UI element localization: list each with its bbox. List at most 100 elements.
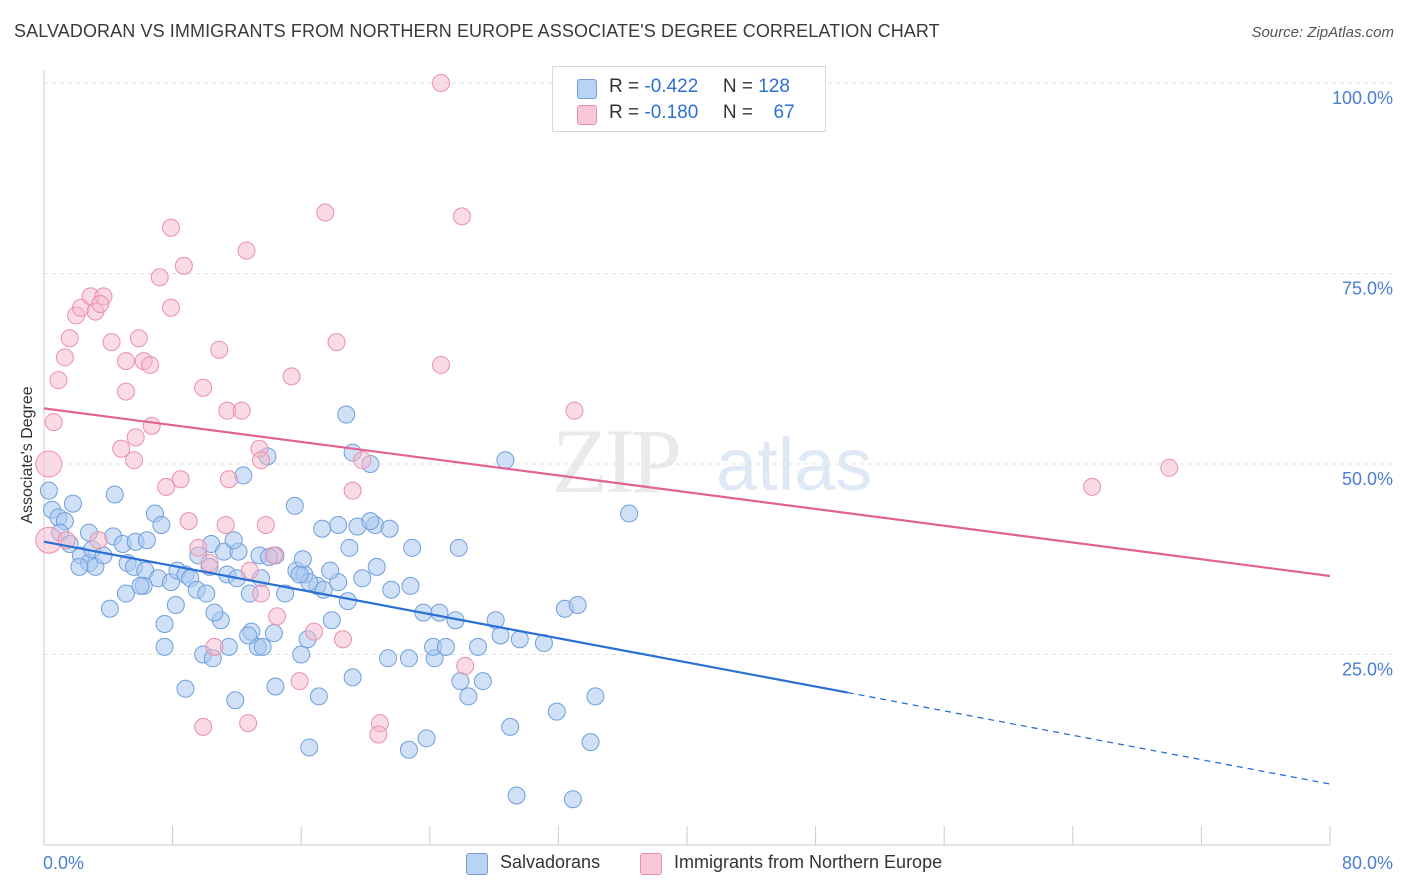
immigrants-point	[327, 333, 346, 352]
salvadorans-point	[380, 519, 399, 538]
salvadorans-point	[367, 557, 386, 576]
bottom-legend-swatch-blue	[466, 853, 488, 875]
immigrants-point	[129, 329, 148, 348]
immigrants-point	[179, 512, 198, 531]
chart-title: SALVADORAN VS IMMIGRANTS FROM NORTHERN E…	[14, 21, 940, 41]
source-label: Source: ZipAtlas.com	[1251, 24, 1394, 41]
immigrants-point	[353, 451, 372, 470]
legend-swatch-blue	[577, 79, 597, 99]
legend-n-label: N =	[722, 76, 753, 97]
salvadorans-point	[343, 668, 362, 687]
legend-text-immigrants: R = -0.180 N = 67	[609, 102, 795, 124]
correlation-legend: R = -0.422 N = 128 R = -0.180 N = 67	[552, 66, 826, 132]
immigrants-point	[171, 470, 190, 489]
legend-n-value: 67	[773, 102, 795, 123]
salvadorans-point	[449, 538, 468, 557]
immigrants-point	[239, 714, 258, 733]
salvadorans-point	[292, 645, 311, 664]
salvadorans-point	[39, 481, 58, 500]
legend-r-value: -0.422	[644, 76, 699, 97]
immigrants-point	[161, 218, 180, 237]
immigrants-point	[1160, 458, 1179, 477]
immigrants-point	[369, 725, 388, 744]
immigrants-point	[219, 470, 238, 489]
legend-swatch-pink	[577, 105, 597, 125]
salvadorans-points	[39, 405, 639, 809]
salvadorans-point	[197, 584, 216, 603]
immigrants-point	[1083, 477, 1102, 496]
salvadorans-point	[507, 786, 526, 805]
immigrants-points	[35, 74, 1179, 744]
immigrants-point	[264, 546, 283, 565]
salvadorans-point	[459, 687, 478, 706]
salvadorans-point	[340, 538, 359, 557]
immigrants-point	[194, 378, 213, 397]
axes	[43, 70, 1331, 846]
immigrants-point	[55, 348, 74, 367]
salvadorans-point	[293, 550, 312, 569]
salvadorans-point	[239, 626, 258, 645]
salvadorans-point	[451, 672, 470, 691]
immigrants-point	[343, 481, 362, 500]
immigrants-point	[237, 241, 256, 260]
immigrants-point	[44, 413, 63, 432]
salvadorans-point	[176, 679, 195, 698]
watermark-zip: ZIP	[552, 410, 679, 512]
tick-labels: 25.0% 50.0% 75.0% 100.0% 0.0% 80.0%	[43, 88, 1393, 873]
salvadorans-point	[338, 592, 357, 611]
salvadorans-point	[155, 615, 174, 634]
y-tick-label: 25.0%	[1342, 660, 1393, 680]
immigrants-point	[240, 561, 259, 580]
salvadorans-point	[436, 637, 455, 656]
salvadorans-point	[321, 561, 340, 580]
watermark-atlas: atlas	[716, 423, 872, 506]
immigrants-point	[456, 656, 475, 675]
immigrants-point	[174, 256, 193, 275]
y-tick-label: 75.0%	[1342, 279, 1393, 299]
salvadorans-point	[290, 565, 309, 584]
salvadorans-point	[226, 691, 245, 710]
immigrants-point	[216, 515, 235, 534]
salvadorans-point	[131, 576, 150, 595]
legend-r-label: R =	[609, 76, 640, 97]
salvadorans-point	[264, 624, 283, 643]
legend-n-value: 128	[758, 76, 790, 97]
salvadorans-point	[337, 405, 356, 424]
immigrants-point	[189, 538, 208, 557]
salvadorans-point	[105, 485, 124, 504]
immigrants-point	[565, 401, 584, 420]
immigrants-point	[282, 367, 301, 386]
salvadorans-point	[329, 515, 348, 534]
immigrants-point	[205, 637, 224, 656]
salvadorans-point	[496, 451, 515, 470]
bottom-legend-label-immigrants: Immigrants from Northern Europe	[674, 852, 943, 872]
salvadorans-point	[510, 630, 529, 649]
salvadorans-point	[224, 531, 243, 550]
y-tick-label: 100.0%	[1332, 88, 1393, 108]
legend-r-label: R =	[609, 102, 640, 123]
immigrants-point	[452, 207, 471, 226]
immigrants-point	[161, 298, 180, 317]
salvadorans-point	[313, 519, 332, 538]
immigrants-point	[316, 203, 335, 222]
immigrants-point	[290, 672, 309, 691]
salvadorans-point	[152, 515, 171, 534]
salvadorans-point	[63, 494, 82, 513]
y-tick-label: 50.0%	[1342, 469, 1393, 489]
immigrants-point	[232, 401, 251, 420]
watermark: ZIP atlas	[552, 410, 872, 512]
salvadorans-point	[253, 637, 272, 656]
immigrants-point	[126, 428, 145, 447]
salvadorans-point	[501, 717, 520, 736]
salvadorans-point	[137, 531, 156, 550]
salvadorans-point	[382, 580, 401, 599]
salvadorans-point	[309, 687, 328, 706]
immigrants-trend-line	[43, 407, 1331, 578]
salvadorans-trend-line	[43, 540, 848, 694]
salvadorans-point	[568, 595, 587, 614]
salvadorans-point	[300, 738, 319, 757]
immigrants-point	[116, 352, 135, 371]
salvadorans-point	[100, 599, 119, 618]
immigrants-point	[210, 340, 229, 359]
